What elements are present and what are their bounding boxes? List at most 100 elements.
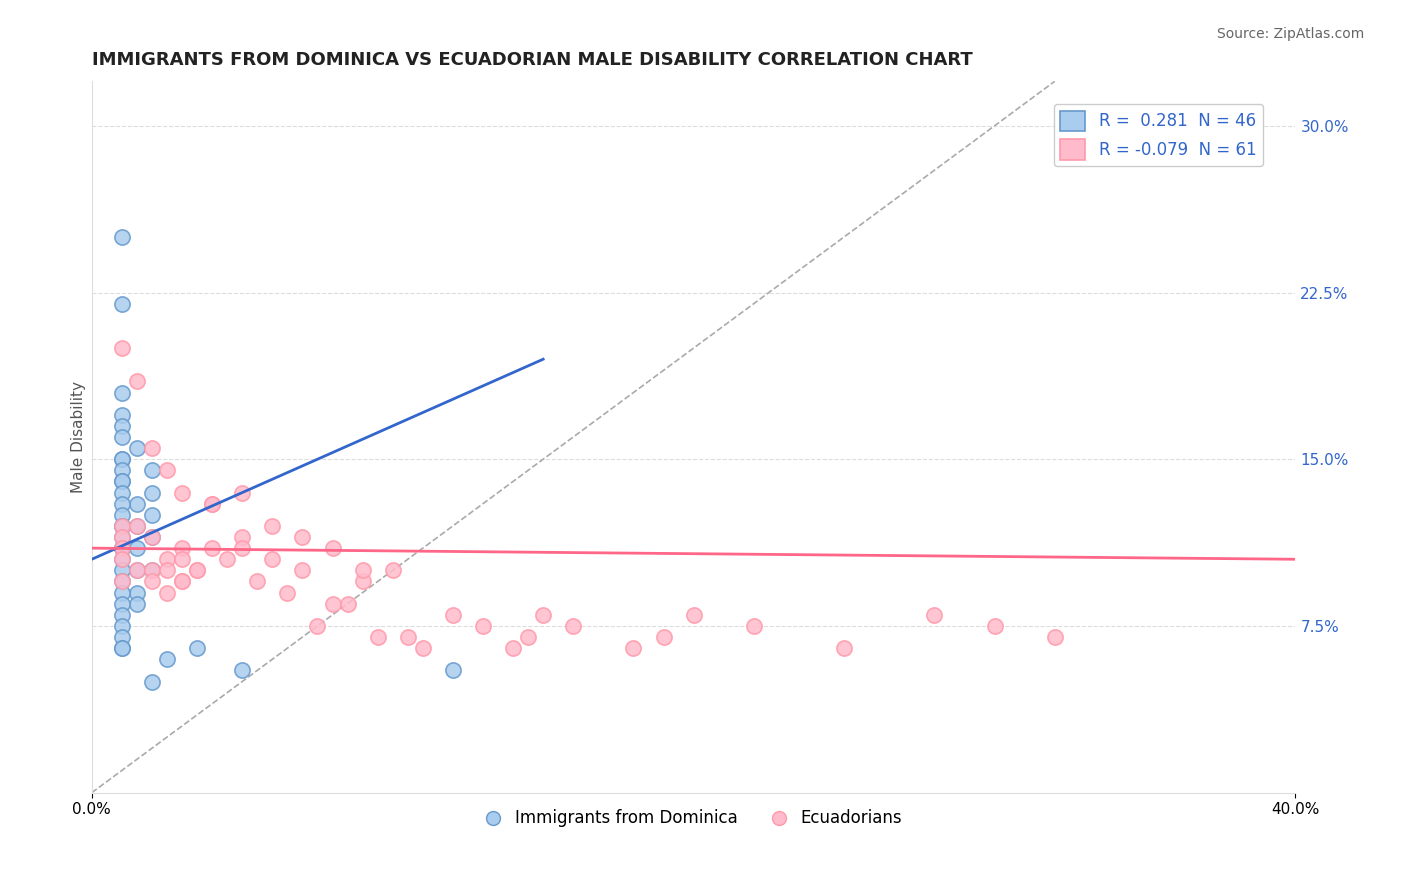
Point <box>231 541 253 556</box>
Point <box>111 552 134 566</box>
Point <box>111 607 134 622</box>
Point <box>381 563 404 577</box>
Point <box>502 641 524 656</box>
Point <box>170 574 193 589</box>
Point <box>141 530 163 544</box>
Point <box>231 530 253 544</box>
Point <box>156 563 179 577</box>
Point <box>141 563 163 577</box>
Point <box>186 563 208 577</box>
Y-axis label: Male Disability: Male Disability <box>72 381 86 493</box>
Point <box>111 418 134 433</box>
Point <box>170 552 193 566</box>
Point <box>111 641 134 656</box>
Point <box>1043 630 1066 644</box>
Point <box>125 563 148 577</box>
Point <box>472 619 495 633</box>
Point <box>262 519 284 533</box>
Point <box>111 475 134 489</box>
Point <box>111 341 134 355</box>
Point <box>111 497 134 511</box>
Point <box>531 607 554 622</box>
Point <box>111 519 134 533</box>
Point <box>262 552 284 566</box>
Point <box>141 463 163 477</box>
Point <box>156 463 179 477</box>
Point <box>111 619 134 633</box>
Point <box>125 519 148 533</box>
Point <box>111 519 134 533</box>
Point <box>111 508 134 522</box>
Point <box>201 497 224 511</box>
Point <box>156 585 179 599</box>
Point <box>291 563 314 577</box>
Point <box>201 541 224 556</box>
Point <box>156 652 179 666</box>
Point <box>412 641 434 656</box>
Point <box>125 597 148 611</box>
Point <box>125 585 148 599</box>
Point <box>276 585 298 599</box>
Point <box>246 574 269 589</box>
Point <box>141 563 163 577</box>
Point <box>111 519 134 533</box>
Point <box>682 607 704 622</box>
Point <box>170 541 193 556</box>
Point <box>352 574 374 589</box>
Point <box>111 574 134 589</box>
Point <box>517 630 540 644</box>
Point <box>396 630 419 644</box>
Text: Source: ZipAtlas.com: Source: ZipAtlas.com <box>1216 27 1364 41</box>
Point <box>111 296 134 310</box>
Point <box>111 230 134 244</box>
Point <box>125 519 148 533</box>
Point <box>111 541 134 556</box>
Point <box>231 664 253 678</box>
Point <box>111 408 134 422</box>
Point <box>322 541 344 556</box>
Point <box>141 530 163 544</box>
Point <box>141 574 163 589</box>
Point <box>231 485 253 500</box>
Point <box>322 597 344 611</box>
Point <box>125 563 148 577</box>
Point <box>441 607 464 622</box>
Point <box>111 541 134 556</box>
Point <box>441 664 464 678</box>
Point <box>201 497 224 511</box>
Point <box>111 530 134 544</box>
Point <box>217 552 239 566</box>
Point <box>111 641 134 656</box>
Point <box>336 597 359 611</box>
Point <box>111 563 134 577</box>
Point <box>652 630 675 644</box>
Point <box>125 541 148 556</box>
Point <box>141 441 163 455</box>
Point <box>367 630 389 644</box>
Point <box>291 530 314 544</box>
Point <box>111 463 134 477</box>
Point <box>111 541 134 556</box>
Point <box>186 641 208 656</box>
Point <box>156 552 179 566</box>
Point <box>125 497 148 511</box>
Point <box>111 430 134 444</box>
Point <box>141 674 163 689</box>
Point <box>111 574 134 589</box>
Point <box>111 585 134 599</box>
Point <box>141 508 163 522</box>
Text: IMMIGRANTS FROM DOMINICA VS ECUADORIAN MALE DISABILITY CORRELATION CHART: IMMIGRANTS FROM DOMINICA VS ECUADORIAN M… <box>91 51 973 69</box>
Point <box>111 630 134 644</box>
Point <box>125 375 148 389</box>
Point <box>623 641 645 656</box>
Point <box>186 563 208 577</box>
Point <box>111 597 134 611</box>
Point <box>125 441 148 455</box>
Point <box>111 452 134 467</box>
Point <box>141 485 163 500</box>
Legend: Immigrants from Dominica, Ecuadorians: Immigrants from Dominica, Ecuadorians <box>478 803 910 834</box>
Point <box>924 607 946 622</box>
Point <box>307 619 329 633</box>
Point <box>111 530 134 544</box>
Point <box>111 485 134 500</box>
